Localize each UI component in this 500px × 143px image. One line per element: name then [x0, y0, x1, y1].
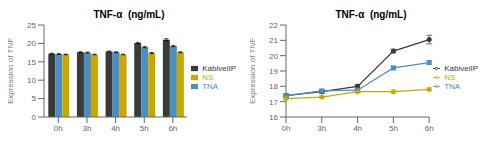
svg-text:19: 19 — [269, 67, 278, 76]
svg-text:Expression of TNF: Expression of TNF — [250, 38, 257, 104]
svg-text:16: 16 — [269, 113, 278, 122]
html-text:NS: NS — [444, 72, 456, 82]
svg-text:20: 20 — [27, 39, 36, 48]
svg-text:3h: 3h — [317, 124, 326, 133]
html-text:TNF-α (ng/mL): TNF-α (ng/mL) — [335, 9, 407, 20]
svg-text:25: 25 — [27, 21, 36, 30]
svg-text:6h: 6h — [168, 124, 177, 133]
svg-text:0h: 0h — [54, 124, 63, 133]
svg-text:22: 22 — [269, 21, 278, 30]
html-text:KabiveiIP: KabiveiIP — [202, 63, 236, 73]
svg-text:5: 5 — [32, 94, 37, 103]
svg-text:0: 0 — [32, 113, 37, 122]
svg-text:4h: 4h — [111, 124, 120, 133]
svg-text:3h: 3h — [83, 124, 92, 133]
svg-text:18: 18 — [269, 82, 278, 91]
html-text:KabiveiIP: KabiveiIP — [444, 63, 478, 73]
svg-text:10: 10 — [27, 76, 36, 85]
html-text:TNA: TNA — [202, 81, 219, 91]
svg-text:Expression of TNF: Expression of TNF — [8, 38, 15, 104]
svg-text:6h: 6h — [425, 124, 434, 133]
svg-text:0h: 0h — [282, 124, 291, 133]
html-text:NS: NS — [202, 72, 214, 82]
svg-text:20: 20 — [269, 52, 278, 61]
html-text:TNA: TNA — [444, 81, 461, 91]
svg-text:5h: 5h — [389, 124, 398, 133]
svg-text:4h: 4h — [353, 124, 362, 133]
svg-text:17: 17 — [269, 98, 278, 107]
svg-text:21: 21 — [269, 36, 278, 45]
html-text:TNF-α (ng/mL): TNF-α (ng/mL) — [93, 9, 165, 20]
svg-text:5h: 5h — [140, 124, 149, 133]
svg-text:15: 15 — [27, 58, 36, 67]
